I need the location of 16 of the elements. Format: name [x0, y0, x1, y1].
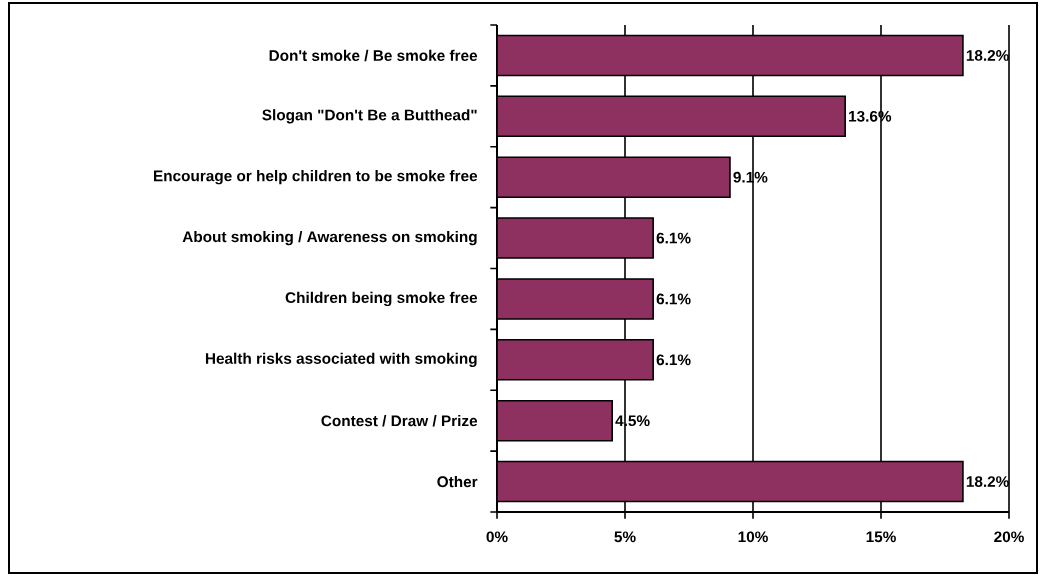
x-tick-label: 20% — [994, 531, 1024, 543]
x-tick-label: 0% — [486, 531, 508, 543]
y-tick-label: Children being smoke free — [285, 291, 478, 307]
y-tick-label: Don't smoke / Be smoke free — [269, 49, 478, 62]
x-tick-label: 15% — [866, 531, 896, 543]
y-tick-label: Health risks associated with smoking — [205, 352, 477, 367]
y-tick-label: Other — [437, 475, 478, 488]
x-tick-label: 5% — [614, 531, 636, 543]
y-tick-label: Encourage or help children to be smoke free — [154, 170, 478, 185]
x-tick-label: 10% — [738, 531, 768, 543]
data-label: 6.1% — [656, 354, 691, 366]
y-tick-label: About smoking / Awareness on smoking — [182, 230, 477, 246]
data-label: 6.1% — [656, 232, 691, 244]
data-label: 6.1% — [656, 293, 691, 305]
y-tick-label: Slogan "Don't Be a Butthead" — [262, 109, 477, 124]
y-tick-label: Contest / Draw / Prize — [321, 414, 478, 427]
